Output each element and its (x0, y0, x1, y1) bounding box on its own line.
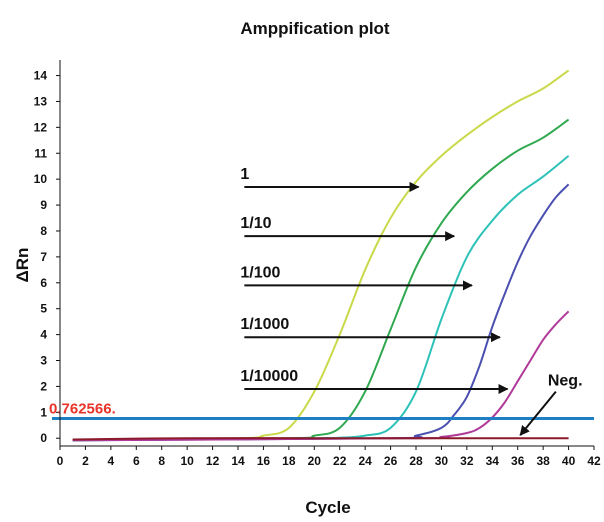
x-tick-label: 40 (562, 454, 576, 468)
x-tick-label: 2 (82, 454, 89, 468)
annotation-label-1-10: 1/10 (240, 215, 271, 232)
y-tick-label: 2 (40, 379, 47, 393)
y-tick-label: 6 (40, 276, 47, 290)
ticks-layer: 0 2 4 6 8 10 12 14 16 18 20 22 24 26 28 30 32 34 36 38 40 420… (34, 69, 601, 468)
x-tick-label: 4 (108, 454, 115, 468)
x-axis-label: Cycle (305, 498, 350, 517)
x-tick-label: 16 (257, 454, 271, 468)
annotation-label-1-1000: 1/1000 (240, 316, 289, 333)
threshold-label: 0.762566. (49, 400, 116, 417)
x-tick-label: 0 (57, 454, 64, 468)
y-tick-label: 9 (40, 198, 47, 212)
annotation-label-1-10000: 1/10000 (240, 368, 298, 385)
series-line-1-100 (72, 155, 570, 442)
y-tick-label: 7 (40, 250, 47, 264)
series-line-1 (72, 69, 570, 442)
x-tick-label: 28 (409, 454, 423, 468)
y-tick-label: 14 (34, 69, 48, 83)
x-tick-label: 14 (231, 454, 245, 468)
x-tick-label: 36 (511, 454, 525, 468)
x-tick-label: 26 (384, 454, 398, 468)
x-tick-label: 12 (206, 454, 220, 468)
y-tick-label: 4 (40, 328, 47, 342)
annotation-label-1-100: 1/100 (240, 264, 280, 281)
x-tick-label: 34 (486, 454, 500, 468)
y-tick-label: 5 (40, 302, 47, 316)
x-tick-label: 20 (308, 454, 322, 468)
series-line-1-10 (72, 118, 570, 442)
y-tick-label: 3 (40, 354, 47, 368)
x-tick-label: 22 (333, 454, 347, 468)
x-tick-label: 8 (158, 454, 165, 468)
x-tick-label: 24 (358, 454, 372, 468)
x-tick-label: 42 (587, 454, 601, 468)
series-layer (72, 69, 570, 442)
annotation-layer: 1 1/10 1/100 1/1000 1/10000 Neg. (240, 166, 583, 436)
annotation-label-neg: Neg. (548, 373, 583, 390)
x-tick-label: 18 (282, 454, 296, 468)
x-tick-label: 30 (435, 454, 449, 468)
y-tick-label: 10 (34, 172, 48, 186)
series-line-1-10000 (72, 310, 570, 442)
annotation-label-1: 1 (240, 166, 249, 183)
y-tick-label: 12 (34, 120, 48, 134)
threshold-layer: 0.762566. (49, 400, 594, 420)
y-tick-label: 0 (40, 431, 47, 445)
series-line-1-1000 (72, 183, 570, 442)
y-tick-label: 13 (34, 94, 48, 108)
x-tick-label: 10 (180, 454, 194, 468)
x-tick-label: 32 (460, 454, 474, 468)
annotation-arrow-neg (519, 390, 557, 436)
chart-title: Amppification plot (240, 19, 390, 38)
y-tick-label: 8 (40, 224, 47, 238)
y-tick-label: 11 (34, 146, 47, 160)
x-tick-label: 38 (536, 454, 550, 468)
y-axis-label: ΔRn (13, 248, 32, 283)
x-tick-label: 6 (133, 454, 140, 468)
series-line-neg (72, 437, 569, 441)
y-tick-label: 1 (40, 405, 47, 419)
